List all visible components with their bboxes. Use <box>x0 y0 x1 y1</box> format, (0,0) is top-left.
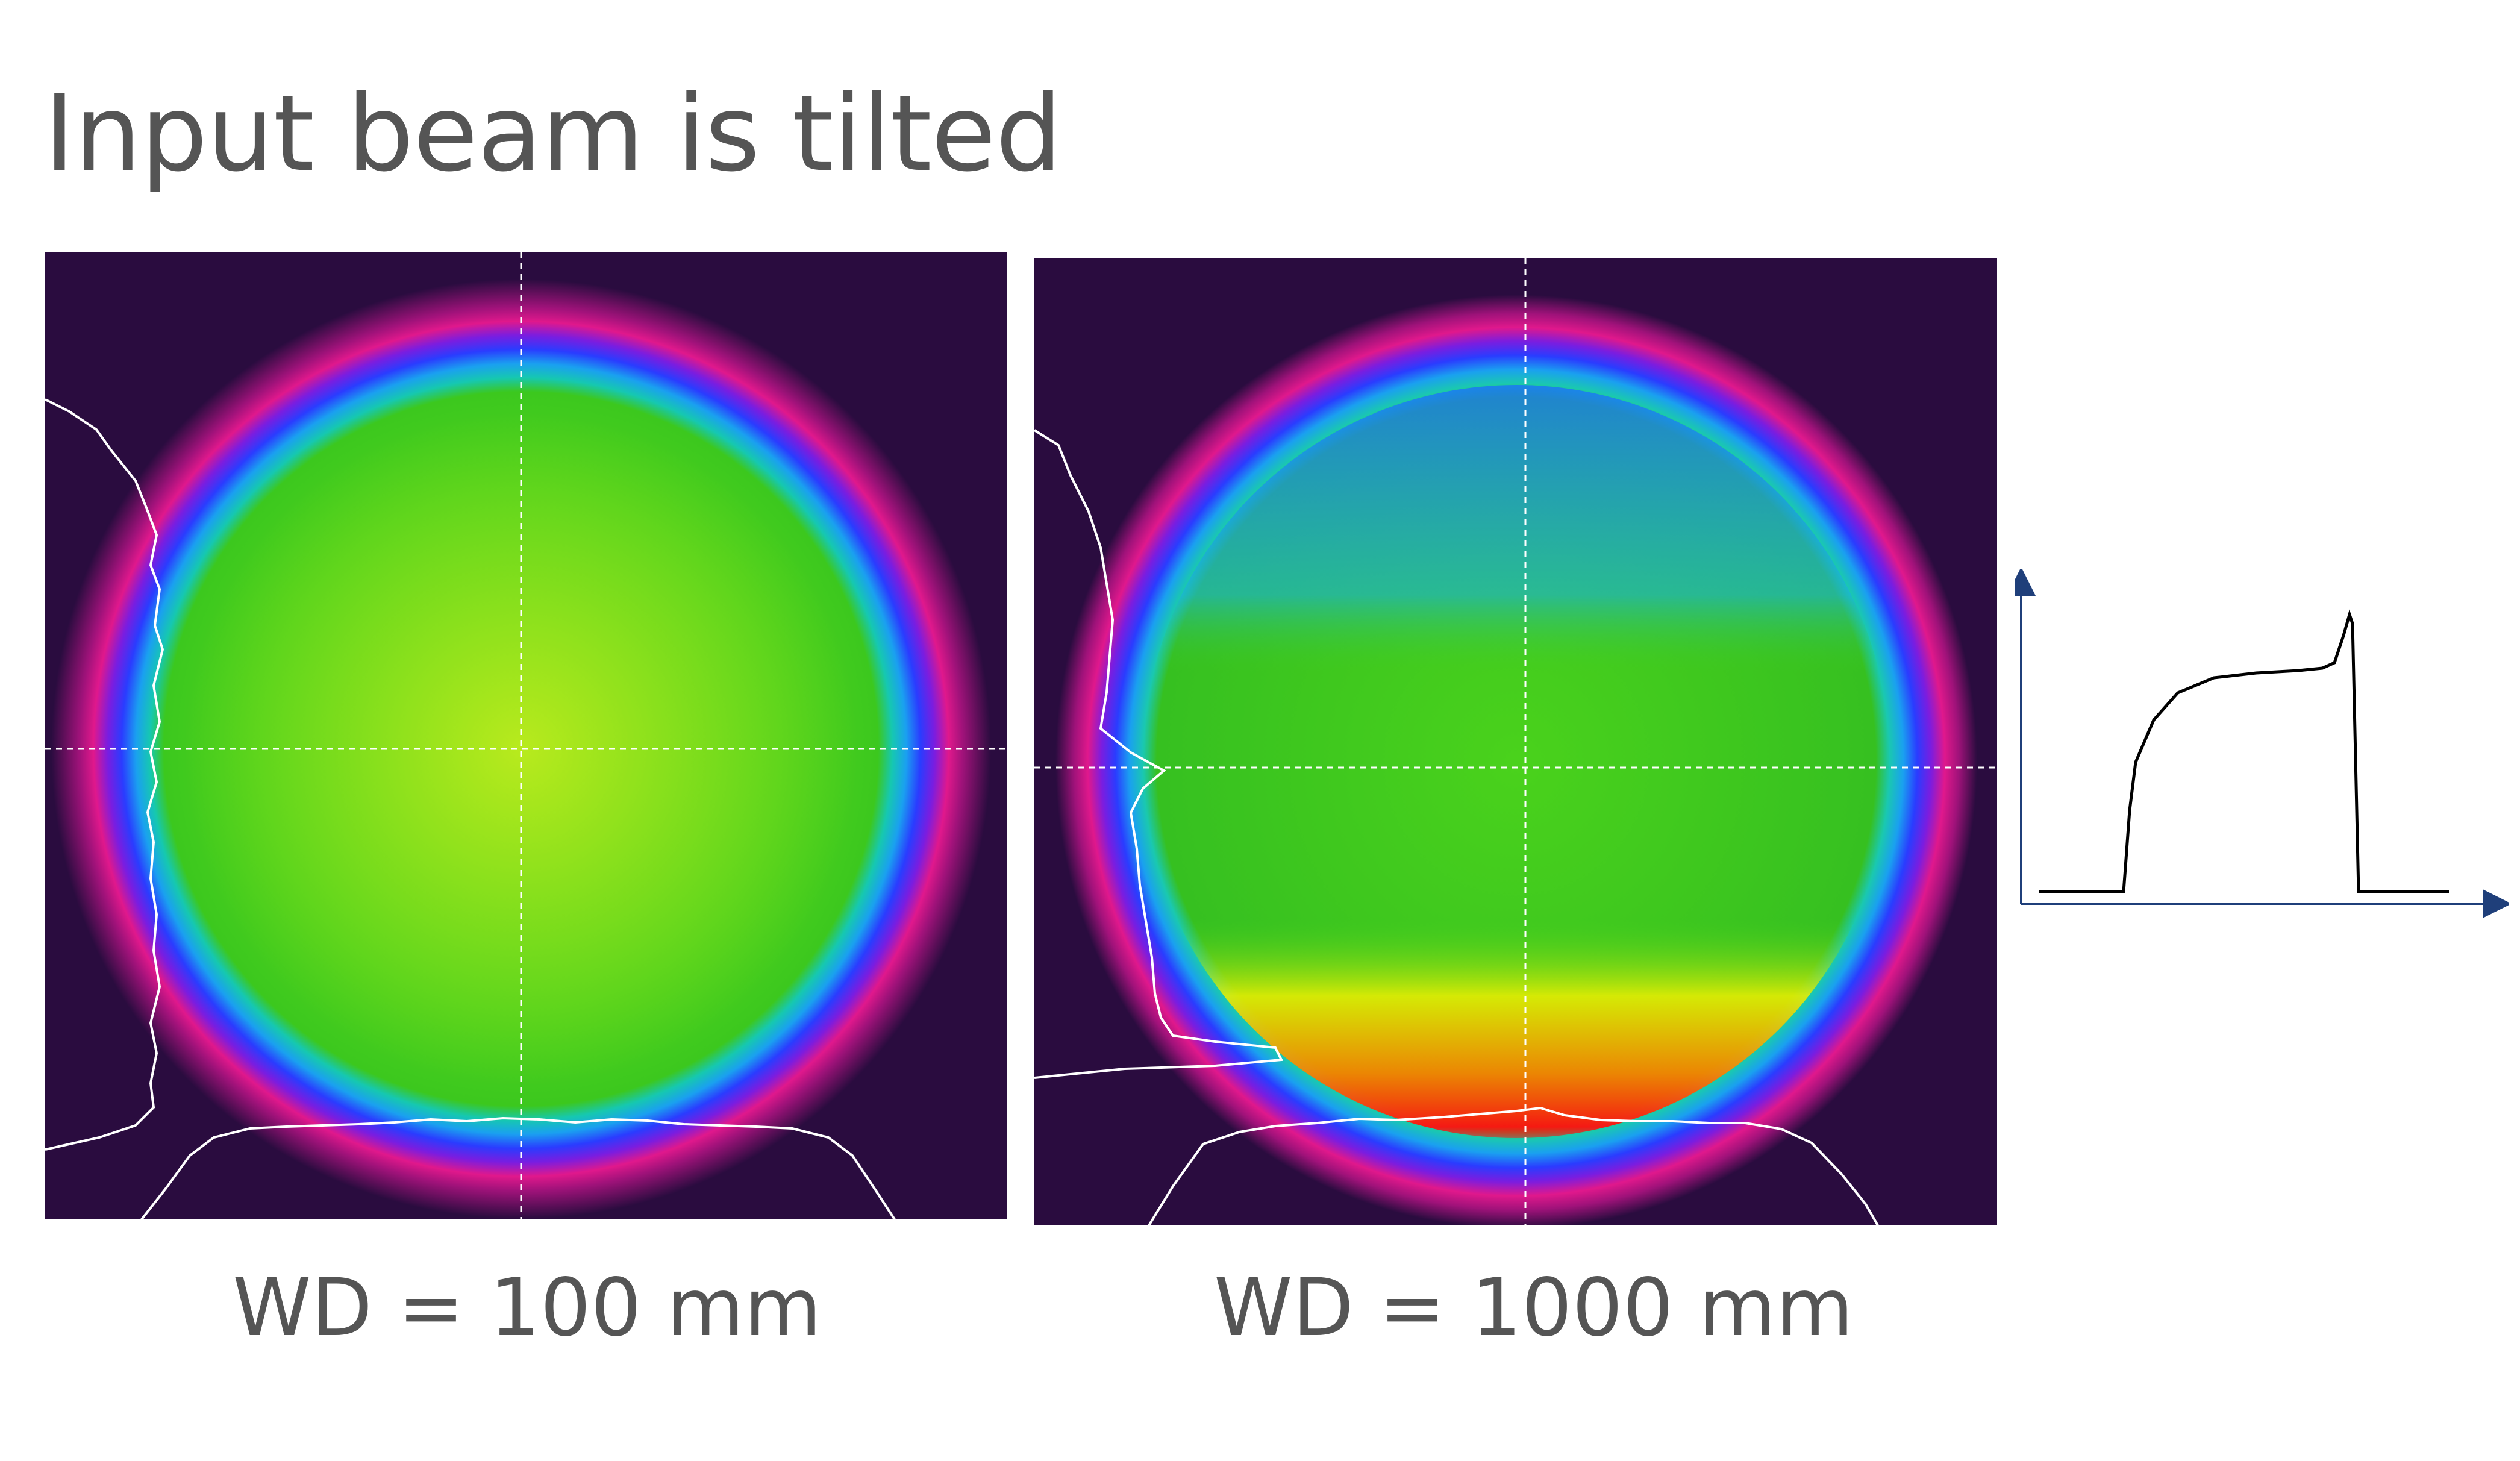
beam-highlight <box>184 411 858 1086</box>
profile-sketch <box>2007 567 2512 919</box>
beam-profile-image <box>45 252 1007 1219</box>
beam-image-wd-1000 <box>1034 258 1997 1225</box>
beam-image-wd-100 <box>45 252 1007 1219</box>
tilted-profile-curve <box>2039 609 2449 893</box>
caption-wd-100: WD = 100 mm <box>233 1262 822 1354</box>
horizontal-profile-trace <box>1148 1106 1879 1225</box>
caption-wd-1000: WD = 1000 mm <box>1214 1262 1854 1354</box>
vertical-profile-trace <box>1034 429 1284 1079</box>
beam-profile-image <box>1034 258 1997 1225</box>
beam-tilt-gradient <box>1143 385 1890 1138</box>
slide-title: Input beam is tilted <box>44 73 1062 195</box>
horizontal-profile-trace <box>140 1116 896 1219</box>
profile-sketch-graph <box>2007 567 2512 918</box>
vertical-profile-trace <box>45 398 164 1151</box>
